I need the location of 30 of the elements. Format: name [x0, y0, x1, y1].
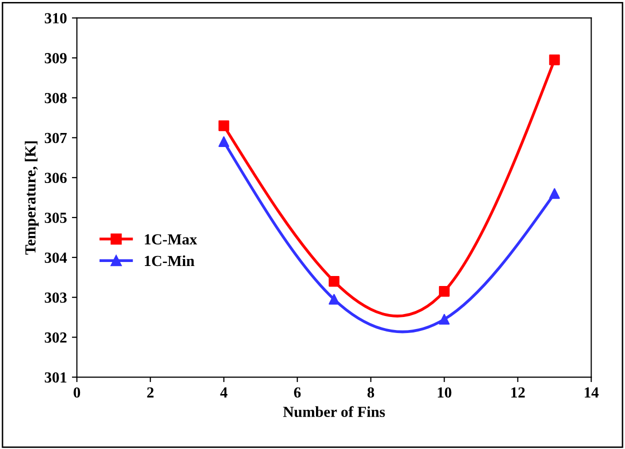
point [438, 286, 450, 297]
x-tick-label: 0 [74, 387, 80, 398]
x-tick-label: 10 [438, 387, 452, 398]
point [438, 314, 450, 325]
point [549, 188, 560, 199]
y-tick-label: 303 [44, 292, 67, 303]
point [328, 276, 340, 287]
y-tick-label: 310 [44, 13, 67, 24]
x-tick-label: 6 [294, 387, 301, 398]
y-tick-label: 301 [44, 372, 66, 383]
x-tick-label: 8 [367, 387, 374, 398]
x-tick-label: 4 [220, 387, 228, 398]
y-tick-label: 308 [44, 92, 67, 104]
x-tick-label: 12 [511, 387, 525, 398]
point [549, 54, 560, 66]
x-tick-label: 14 [584, 387, 599, 398]
point [328, 294, 340, 305]
point [218, 120, 230, 132]
y-tick-label: 304 [44, 252, 67, 263]
y-tick-label: 307 [44, 132, 67, 144]
y-axis-title: Temperature, [K] [24, 141, 39, 255]
y-tick-label: 309 [44, 53, 67, 64]
y-tick-label: 305 [44, 212, 67, 223]
legend-label: 1C-Min [144, 255, 194, 266]
x-tick-label: 2 [147, 387, 154, 398]
y-tick-label: 306 [44, 172, 67, 184]
y-tick-label: 302 [44, 332, 66, 343]
point [218, 136, 230, 148]
legend-label: 1C-Max [144, 234, 198, 245]
x-axis-title: Number of Fins [283, 406, 385, 418]
